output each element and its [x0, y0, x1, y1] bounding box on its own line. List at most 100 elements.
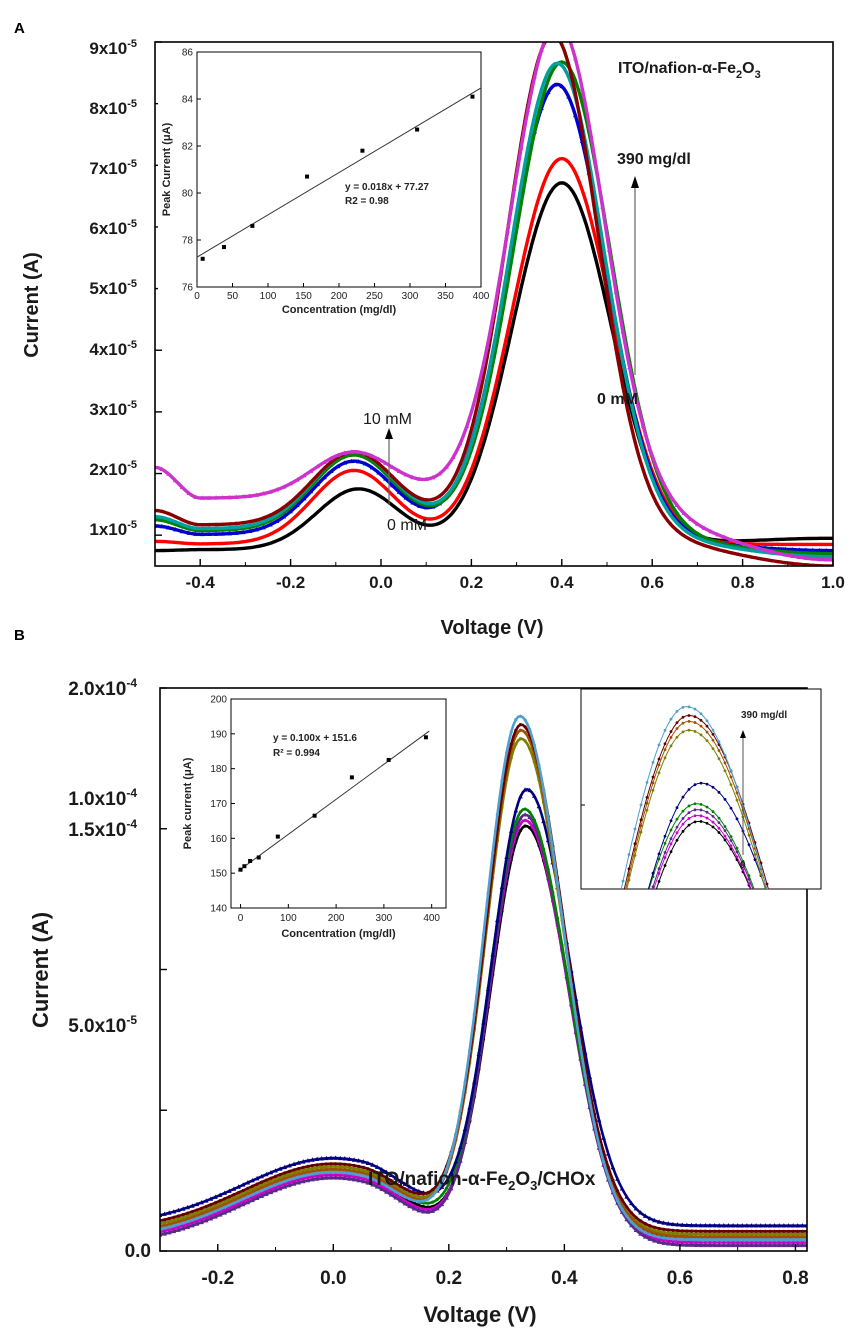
panel-a-series-marker — [580, 101, 584, 105]
panel-a-series-marker — [634, 423, 639, 428]
panel-b-zoom-marker — [627, 873, 631, 877]
panel-b-series-marker — [763, 1229, 768, 1233]
panel-a-series-marker — [518, 145, 524, 150]
panel-b-series-marker — [287, 1163, 292, 1168]
panel-b-zoom-marker — [616, 920, 619, 923]
panel-b-series-marker — [320, 1165, 324, 1169]
panel-b-series-marker — [528, 821, 532, 825]
panel-b-zoom-marker — [663, 756, 667, 760]
panel-b-zoom-marker — [808, 1036, 811, 1039]
panel-b-series-marker — [745, 1232, 749, 1236]
panel-a-series-marker — [240, 494, 246, 499]
panel-b-zoom-marker — [663, 729, 667, 732]
panel-b-series-marker — [310, 1166, 315, 1170]
panel-b-zoom-marker — [802, 1035, 805, 1038]
panel-b-zoom-marker — [717, 757, 721, 761]
panel-a-inset-y-tick-label: 78 — [182, 236, 194, 247]
panel-b-series-marker — [639, 1224, 643, 1229]
panel-a-series-marker — [620, 328, 626, 334]
panel-b-zoom-marker — [657, 771, 661, 775]
panel-b-zoom-marker — [784, 953, 787, 956]
panel-b-series-marker — [167, 1222, 171, 1226]
panel-b-zoom-marker — [681, 822, 685, 826]
panel-b-series-marker — [481, 933, 486, 937]
panel-b-series-marker — [602, 1150, 606, 1154]
panel-b-series-marker — [634, 1215, 638, 1219]
panel-a-series-marker — [756, 549, 761, 554]
panel-b-series-marker — [389, 1187, 393, 1191]
panel-b-series-marker — [297, 1166, 301, 1171]
panel-b-zoom-marker — [717, 831, 721, 834]
panel-b-zoom-marker — [772, 904, 775, 907]
panel-b-zoom-marker — [639, 818, 643, 822]
panel-b-series-marker — [329, 1164, 333, 1169]
panel-b-series-marker — [453, 1173, 459, 1179]
panel-b-series-marker — [287, 1182, 292, 1188]
panel-b-series-marker — [712, 1238, 717, 1242]
panel-b-zoom-marker — [699, 733, 703, 737]
panel-b-series-marker — [250, 1187, 255, 1191]
panel-b-zoom-marker — [802, 1037, 805, 1040]
panel-b-series-marker — [329, 1173, 333, 1177]
panel-b-series-marker — [629, 1200, 634, 1206]
panel-a-series-marker — [736, 546, 740, 551]
panel-b-series-marker — [384, 1178, 389, 1183]
panel-b-series-marker — [708, 1235, 712, 1239]
panel-b-series-marker — [796, 1240, 800, 1245]
panel-b-zoom-marker — [766, 894, 769, 897]
panel-b-zoom-marker — [663, 856, 667, 859]
panel-b-series-marker — [629, 1211, 633, 1215]
panel-b-zoom-marker — [808, 1049, 811, 1052]
panel-b-series-marker — [338, 1162, 342, 1166]
panel-a-series-marker — [701, 525, 707, 530]
panel-b-zoom-marker — [705, 719, 709, 723]
panel-b-series-marker — [624, 1216, 630, 1222]
panel-a-inset-point — [250, 223, 255, 228]
panel-b-series-marker — [509, 742, 513, 746]
panel-b-zoom-marker — [622, 980, 625, 983]
panel-b-series-marker — [361, 1171, 365, 1175]
panel-b-zoom-marker — [616, 1016, 619, 1019]
panel-b-zoom-marker — [784, 945, 787, 948]
panel-b-series-marker — [523, 730, 527, 735]
panel-b-series-marker — [699, 1229, 703, 1233]
panel-b-series-marker — [662, 1238, 666, 1242]
panel-a-series-marker — [695, 536, 700, 540]
panel-b-series-marker — [712, 1229, 717, 1233]
panel-b-series-marker — [411, 1186, 417, 1192]
panel-a-series-marker — [193, 531, 198, 536]
panel-b-series-marker — [689, 1240, 694, 1244]
panel-a-annotation-10mm: 10 mM — [363, 411, 412, 428]
panel-a-series-marker — [647, 446, 653, 451]
panel-b-zoom-marker — [604, 961, 607, 964]
panel-b-series-marker — [199, 1209, 204, 1213]
panel-b-series-marker — [712, 1242, 717, 1248]
panel-b-series-marker — [703, 1240, 707, 1245]
panel-b-series-marker — [370, 1177, 375, 1181]
panel-b-series-marker — [204, 1207, 208, 1211]
panel-b-zoom-marker — [592, 1012, 595, 1015]
panel-b-zoom-marker — [766, 927, 769, 930]
panel-a-series-marker — [241, 521, 245, 525]
panel-b-series-marker — [227, 1206, 231, 1210]
panel-b-series-marker — [782, 1238, 786, 1242]
panel-b-series-marker — [481, 1020, 486, 1025]
panel-a-series-marker — [207, 526, 211, 531]
panel-b-series-marker — [255, 1185, 259, 1189]
panel-b-series-marker — [190, 1203, 195, 1208]
panel-a-series-marker — [376, 470, 382, 475]
panel-b-series-marker — [232, 1193, 236, 1197]
panel-a-series-marker — [288, 508, 293, 514]
panel-b-zoom-marker — [616, 1022, 619, 1025]
panel-b-series-marker — [629, 1220, 633, 1224]
panel-b-zoom-marker — [651, 871, 655, 875]
panel-a-series-marker — [356, 449, 361, 454]
panel-b-zoom-marker — [675, 817, 679, 821]
panel-b-zoom-marker — [766, 930, 769, 933]
panel-a-y-axis-title: Current (A) — [21, 252, 43, 358]
panel-b-series-marker — [712, 1232, 717, 1236]
panel-b-series-marker — [740, 1240, 744, 1245]
panel-b-zoom-marker — [790, 969, 793, 972]
panel-a-series-marker — [675, 521, 679, 525]
